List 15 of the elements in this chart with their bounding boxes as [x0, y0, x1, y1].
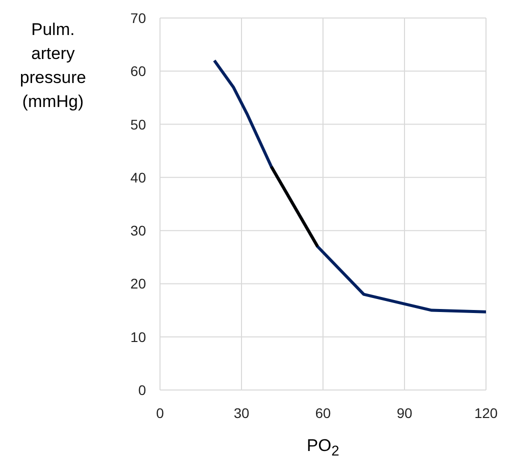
x-tick-label: 30	[234, 404, 250, 421]
y-tick-label: 0	[138, 382, 146, 398]
y-tick-label: 40	[130, 169, 146, 186]
x-axis-title: PO$_{2}$	[306, 436, 340, 460]
y-tick-label: 50	[130, 116, 146, 132]
y-tick-label: 30	[130, 222, 146, 239]
x-tick-label: 60	[315, 404, 331, 421]
x-tick-label: 90	[396, 404, 412, 421]
y-tick-label: 10	[130, 328, 146, 345]
y-axis-title: Pulm. artery pressure (mmHg)	[18, 19, 88, 113]
x-tick-label: 120	[474, 404, 498, 421]
y-tick-label: 60	[130, 63, 146, 80]
x-tick-label: 0	[156, 404, 164, 421]
y-tick-label: 70	[130, 10, 146, 26]
y-tick-label: 20	[130, 276, 146, 292]
